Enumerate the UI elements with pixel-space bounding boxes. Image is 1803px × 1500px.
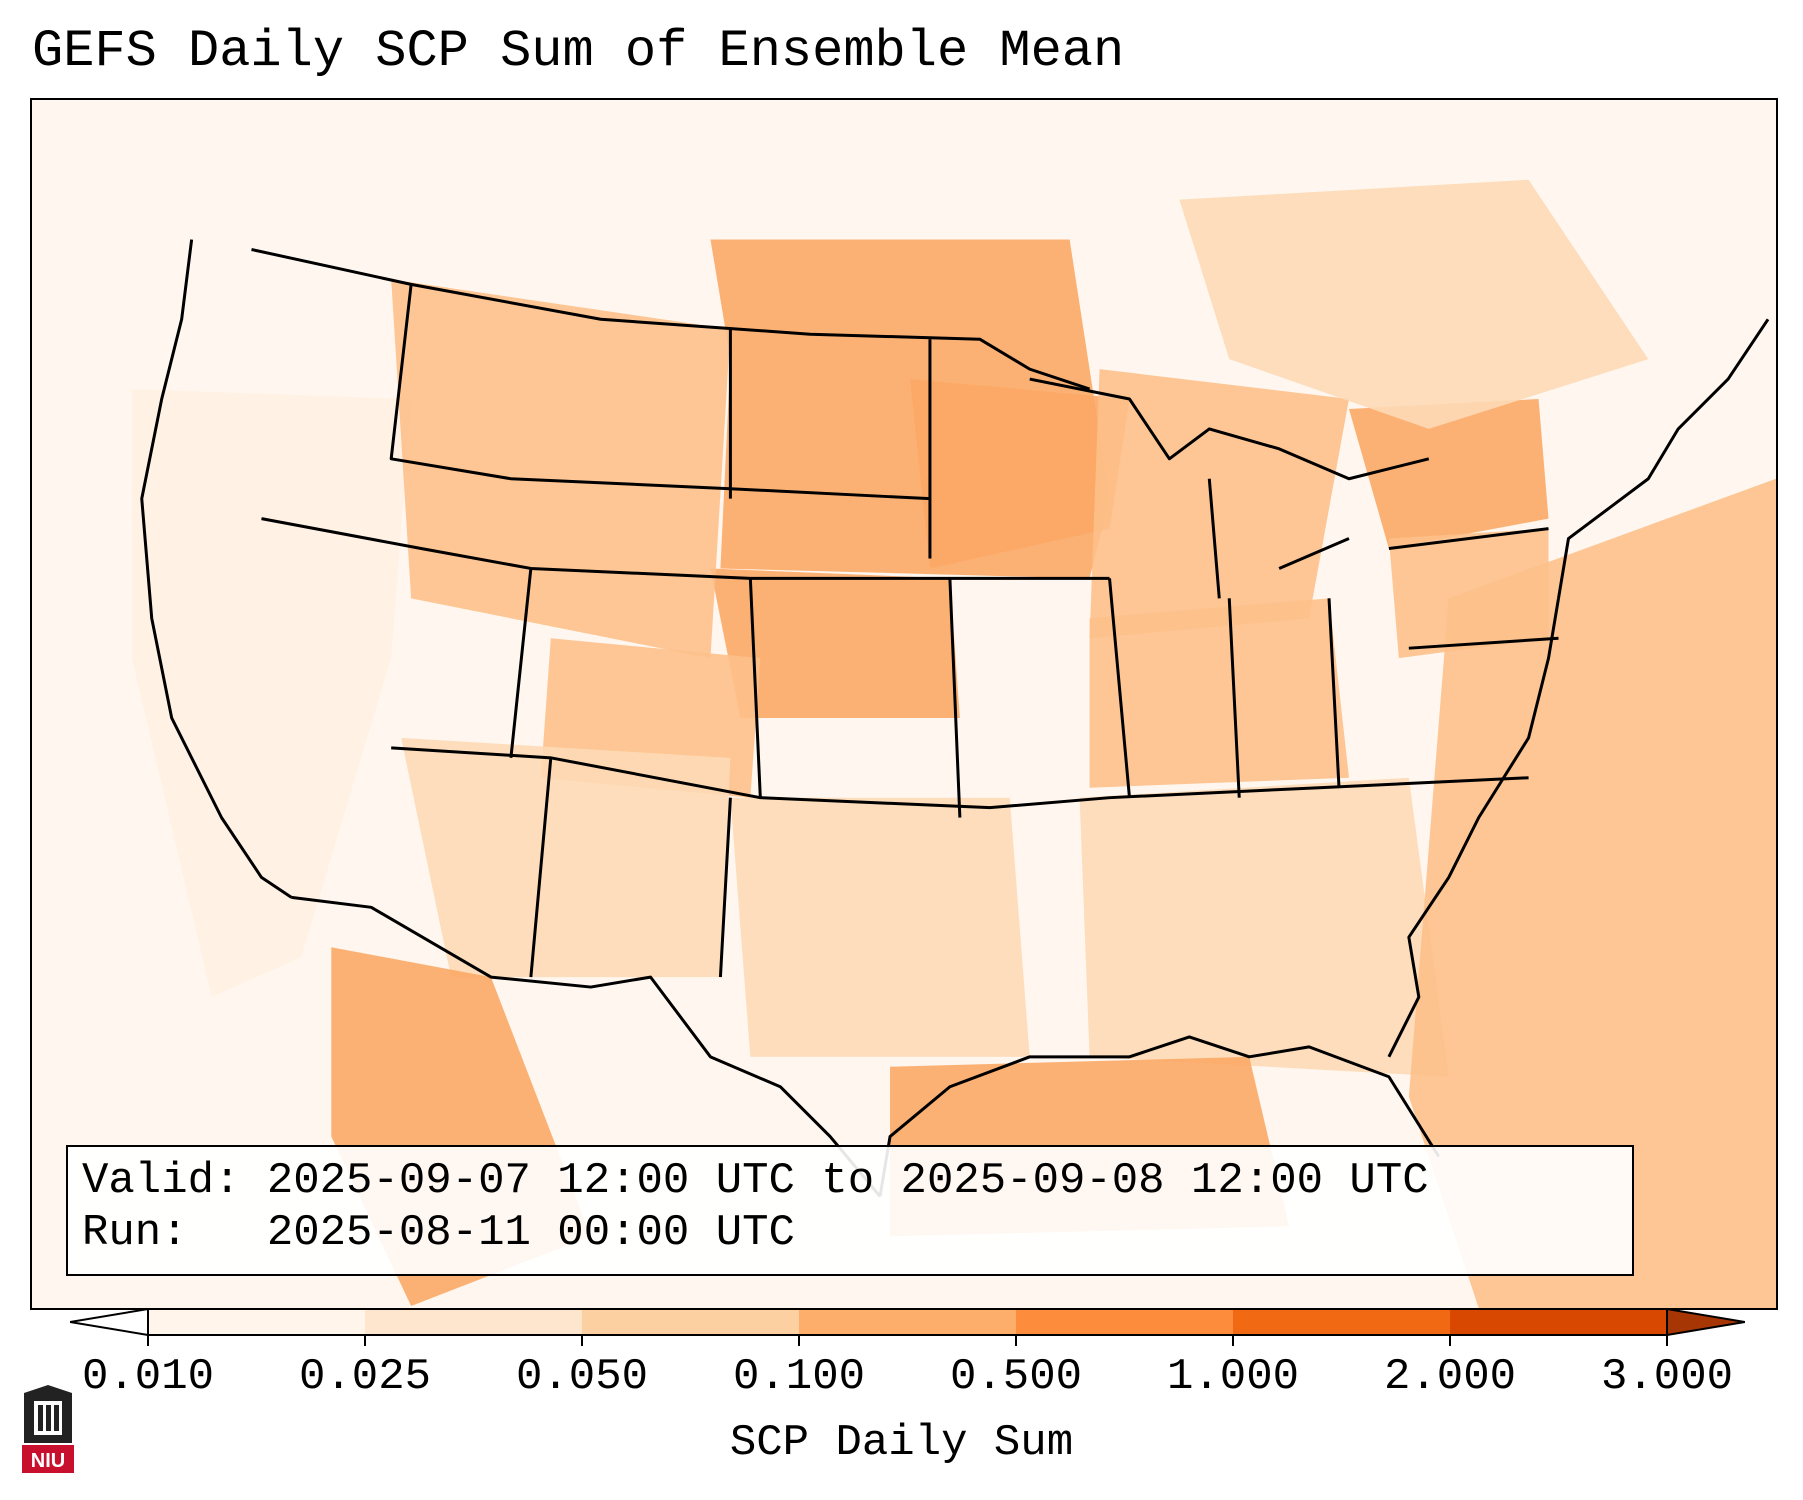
shade-western-us bbox=[131, 389, 412, 998]
colorbar-outline bbox=[147, 1308, 1668, 1336]
valid-value: 2025-09-07 12:00 UTC to 2025-09-08 12:00… bbox=[266, 1156, 1429, 1206]
colorbar-tick bbox=[798, 1336, 800, 1346]
colorbar bbox=[70, 1308, 1745, 1336]
shade-southwest bbox=[401, 737, 731, 978]
borders-layer bbox=[140, 239, 1770, 1198]
colorbar-tick bbox=[1015, 1336, 1017, 1346]
great-lakes bbox=[1029, 377, 1430, 599]
florida-peninsula bbox=[1387, 598, 1560, 1058]
east-coast bbox=[1557, 318, 1770, 599]
logo-text: NIU bbox=[31, 1450, 65, 1472]
colorbar-title: SCP Daily Sum bbox=[729, 1418, 1074, 1468]
colorbar-tick-label: 0.025 bbox=[298, 1352, 432, 1402]
us-mexico-border bbox=[291, 895, 882, 1198]
colorbar-tick bbox=[364, 1336, 366, 1346]
niu-logo: NIU bbox=[22, 1385, 74, 1473]
valid-label: Valid: bbox=[82, 1156, 241, 1206]
valid-line: Valid: 2025-09-07 12:00 UTC to 2025-09-0… bbox=[82, 1155, 1618, 1207]
state-lines-south bbox=[391, 746, 1529, 978]
shade-ohio-valley bbox=[1089, 598, 1349, 788]
colorbar-tick bbox=[1232, 1336, 1234, 1346]
colorbar-segment-0 bbox=[148, 1309, 366, 1335]
colorbar-min-extend bbox=[70, 1308, 149, 1336]
colorbar-max-extend bbox=[1666, 1308, 1745, 1336]
logo-band bbox=[22, 1445, 74, 1473]
colorbar-segment-5 bbox=[1233, 1309, 1451, 1335]
map-title: GEFS Daily SCP Sum of Ensemble Mean bbox=[32, 22, 1125, 81]
run-line: Run: 2025-08-11 00:00 UTC bbox=[82, 1207, 1618, 1259]
state-lines-central bbox=[261, 517, 1110, 818]
run-label: Run: bbox=[82, 1208, 188, 1258]
colorbar-tick bbox=[581, 1336, 583, 1346]
colorbar-tick bbox=[1666, 1336, 1668, 1346]
colorbar-tick bbox=[147, 1336, 149, 1346]
shade-midwest bbox=[909, 379, 1130, 569]
run-value: 2025-08-11 00:00 UTC bbox=[266, 1208, 795, 1258]
colorbar-segment-6 bbox=[1450, 1309, 1668, 1335]
colorbar-tick bbox=[1449, 1336, 1451, 1346]
colorbar-tick-label: 0.100 bbox=[732, 1352, 866, 1402]
map-panel[interactable] bbox=[30, 98, 1778, 1310]
shade-montana-wyoming bbox=[391, 279, 731, 659]
colorbar-segment-2 bbox=[582, 1309, 800, 1335]
shade-canada bbox=[1179, 179, 1649, 429]
colorbar-tick-label: 2.000 bbox=[1383, 1352, 1517, 1402]
colorbar-tick-label: 0.500 bbox=[949, 1352, 1083, 1402]
state-lines-north bbox=[389, 284, 932, 559]
state-lines-east bbox=[1108, 527, 1559, 798]
colorbar-segment-3 bbox=[799, 1309, 1017, 1335]
shade-southern-plains bbox=[730, 797, 1030, 1057]
gulf-coast bbox=[878, 1035, 1441, 1197]
shade-new-york bbox=[1348, 399, 1549, 549]
colorbar-tick-label: 1.000 bbox=[1166, 1352, 1300, 1402]
shade-southeast bbox=[1079, 777, 1449, 1077]
shade-central-plains bbox=[710, 568, 960, 718]
run-info-box: Valid: 2025-09-07 12:00 UTC to 2025-09-0… bbox=[66, 1145, 1634, 1276]
us-west-coast bbox=[140, 239, 293, 899]
colorbar-segment-4 bbox=[1016, 1309, 1234, 1335]
colorbar-tick-label: 0.050 bbox=[515, 1352, 649, 1402]
colorbar-tick-label: 3.000 bbox=[1600, 1352, 1734, 1402]
colorbar-tick-label: 0.010 bbox=[81, 1352, 215, 1402]
shade-atlantic bbox=[1408, 478, 1776, 1308]
map-svg bbox=[32, 100, 1776, 1308]
colorbar-segment-1 bbox=[365, 1309, 583, 1335]
colorbar-segments bbox=[148, 1309, 1668, 1335]
